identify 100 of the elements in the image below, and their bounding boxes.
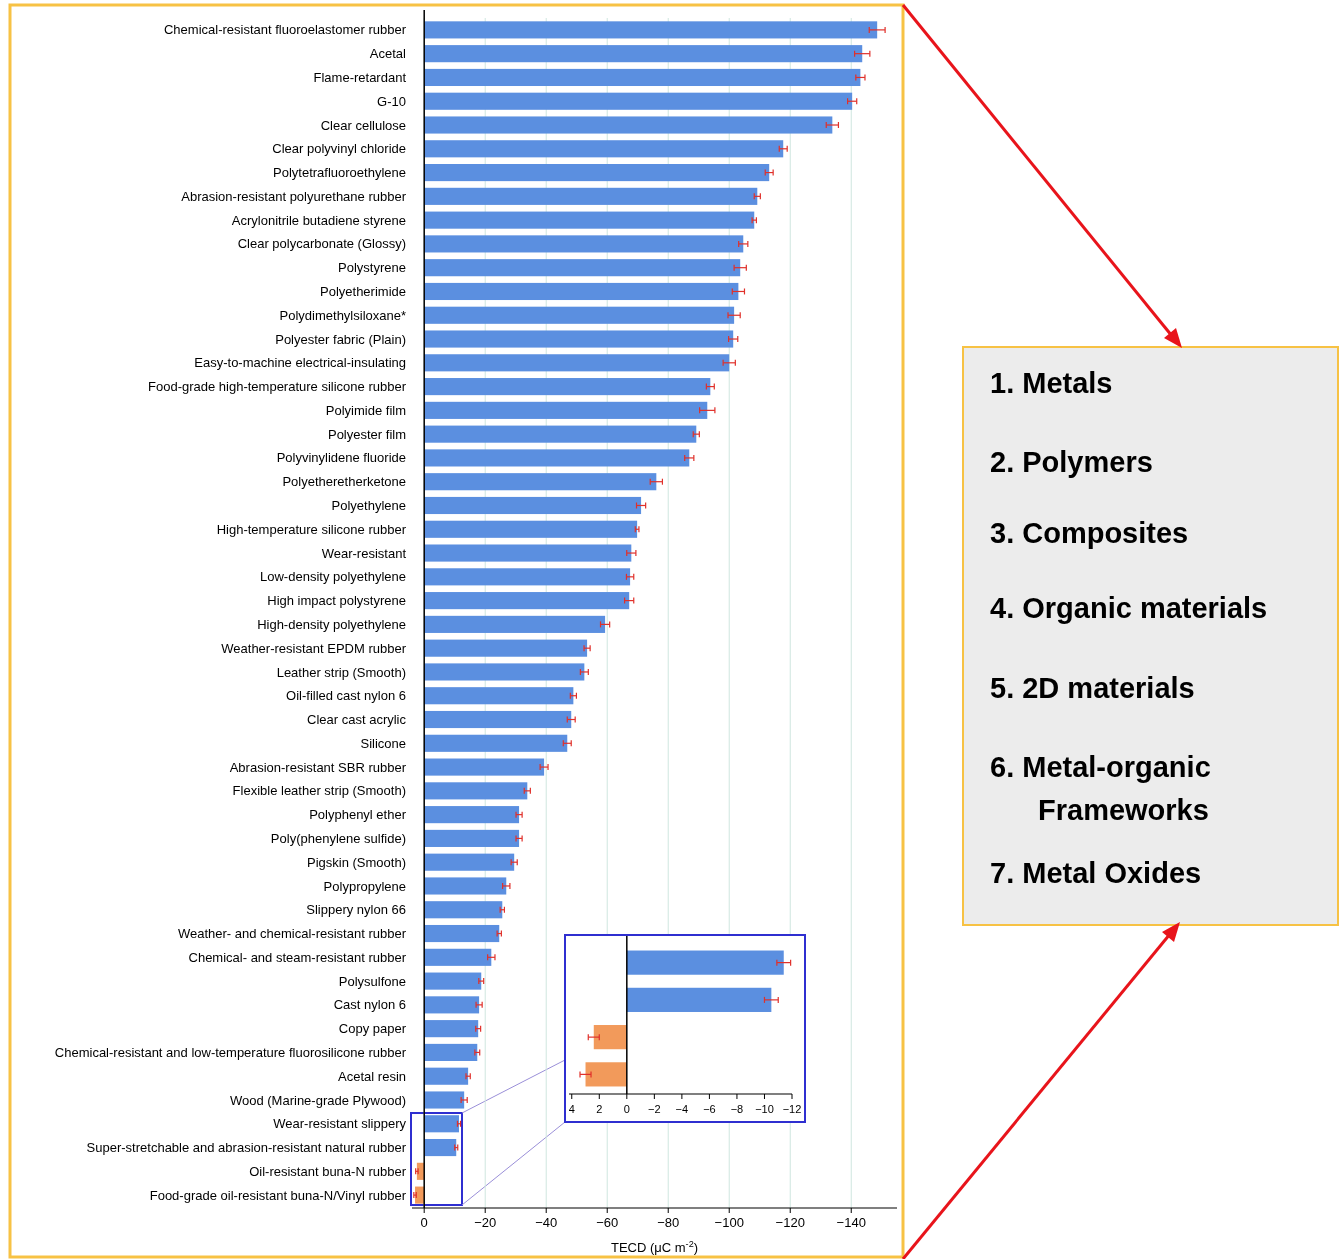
y-tick-label: Acetal resin	[338, 1068, 406, 1084]
y-tick-label: Polyethylene	[331, 498, 406, 514]
bar	[424, 544, 632, 562]
y-tick-label: Polystyrene	[338, 260, 406, 276]
bar	[424, 853, 515, 871]
bar	[424, 401, 708, 419]
bar	[424, 592, 630, 610]
y-tick-label: Food-grade high-temperature silicone rubber	[148, 379, 407, 395]
bar	[424, 782, 528, 800]
bar	[424, 520, 638, 538]
text: 6. Metal-organic Frameworks	[990, 751, 1211, 827]
bar	[424, 758, 545, 776]
y-tick-label: High impact polystyrene	[267, 593, 406, 609]
y-tick-label: Chemical- and steam-resistant rubber	[188, 949, 407, 965]
y-tick-label: Weather- and chemical-resistant rubber	[177, 926, 407, 942]
bar	[424, 924, 500, 943]
bar	[424, 710, 572, 729]
text: 2. Polymers	[990, 446, 1153, 479]
bar	[424, 663, 585, 681]
bar	[424, 734, 568, 752]
y-tick-label: Flame-retardant	[313, 70, 407, 85]
bar	[626, 987, 772, 1012]
y-tick-label: Weather-resistant EPDM rubber	[221, 640, 407, 656]
bar	[424, 901, 503, 919]
y-tick-label: Acrylonitrile butadiene styrene	[231, 212, 406, 228]
y-tick-label: Cast nylon 6	[333, 997, 406, 1013]
y-tick-label: Wear-resistant	[321, 545, 407, 561]
y-tick-label: Flexible leather strip (Smooth)	[232, 783, 406, 799]
bar	[424, 1067, 469, 1085]
y-tick-label: Oil-filled cast nylon 6	[286, 688, 406, 704]
y-tick-label: Super-stretchable and abrasion-resistant natural rubber	[86, 1140, 407, 1156]
text: 1. Metals	[990, 367, 1113, 400]
y-tick-label: Polysulfone	[338, 973, 406, 989]
y-tick-label: Clear cellulose	[320, 117, 406, 133]
bar	[424, 473, 657, 491]
bar	[424, 948, 492, 966]
y-tick-label: Abrasion-resistant SBR rubber	[229, 759, 407, 775]
y-tick-label: Silicone	[360, 735, 406, 751]
x-tick-label: −20	[474, 1215, 497, 1230]
y-tick-label: Chemical-resistant and low-temperature fluorosilicone rubber	[54, 1044, 407, 1060]
x-tick-label: −60	[596, 1215, 619, 1230]
y-tick-label: Polypropylene	[323, 878, 406, 894]
bar	[424, 687, 574, 705]
x-tick-label: −4	[675, 1103, 689, 1115]
x-tick-label: −12	[782, 1103, 802, 1115]
bar	[424, 806, 520, 824]
x-tick-label: −140	[836, 1215, 866, 1230]
bar	[424, 996, 480, 1014]
bar	[585, 1062, 627, 1087]
y-tick-label: Easy-to-machine electrical-insulating	[194, 355, 406, 371]
y-tick-label: Acetal	[369, 46, 407, 62]
y-tick-label: High-temperature silicone rubber	[216, 521, 407, 537]
bar	[424, 21, 878, 39]
bar	[424, 496, 642, 515]
bar	[424, 639, 588, 657]
y-tick-label: Poly(phenylene sulfide)	[270, 830, 406, 846]
y-tick-label: Food-grade oil-resistant buna-N/Vinyl rubber	[149, 1187, 407, 1203]
y-tick-label: Clear polycarbonate (Glossy)	[237, 236, 406, 252]
y-tick-label: Abrasion-resistant polyurethane rubber	[181, 188, 407, 204]
y-tick-label: Slippery nylon 66	[306, 902, 406, 918]
bar	[424, 829, 520, 847]
bar	[424, 211, 755, 229]
bar	[424, 1115, 459, 1133]
x-tick-label: −40	[535, 1215, 558, 1230]
bar	[424, 306, 735, 324]
text: 3. Composites	[990, 517, 1189, 550]
y-tick-label: Copy paper	[338, 1021, 407, 1037]
x-tick-label: 2	[596, 1103, 603, 1115]
bar	[424, 1020, 479, 1038]
bar	[424, 235, 744, 253]
x-tick-label: −120	[775, 1215, 805, 1230]
bar	[424, 68, 861, 87]
y-tick-label: Polytetrafluoroethylene	[273, 165, 406, 181]
y-tick-label: Polyester fabric (Plain)	[275, 331, 406, 347]
y-tick-label: Leather strip (Smooth)	[276, 664, 406, 680]
y-tick-label: Polyvinylidene fluoride	[276, 450, 406, 466]
bar	[424, 378, 711, 396]
x-axis-title: TECD (μC m$^{-2}$)	[610, 1239, 699, 1255]
y-tick-label: Polyester film	[327, 426, 406, 442]
bar	[424, 1043, 478, 1061]
y-tick-label: Oil-resistant buna-N rubber	[249, 1163, 407, 1179]
bar	[424, 425, 697, 443]
bar	[424, 1091, 465, 1109]
y-tick-label: High-density polyethylene	[257, 616, 406, 632]
y-tick-label: Polyphenyl ether	[309, 807, 407, 823]
y-tick-label: Wood (Marine-grade Plywood)	[229, 1092, 406, 1108]
x-tick-label: −10	[755, 1103, 774, 1115]
y-tick-label: Polydimethylsiloxane*	[279, 307, 406, 323]
y-tick-label: Polyetherimide	[320, 284, 406, 300]
bar	[424, 877, 507, 895]
bar	[424, 1138, 457, 1157]
bar	[424, 449, 690, 467]
bar	[424, 116, 833, 134]
bar	[424, 92, 853, 110]
text: 4. Organic materials	[990, 592, 1268, 625]
y-tick-label: Pigskin (Smooth)	[307, 854, 406, 870]
bar	[424, 615, 606, 633]
y-tick-label: Clear polyvinyl chloride	[272, 141, 406, 157]
x-tick-label: 4	[568, 1103, 575, 1115]
x-tick-label: −80	[657, 1215, 680, 1230]
